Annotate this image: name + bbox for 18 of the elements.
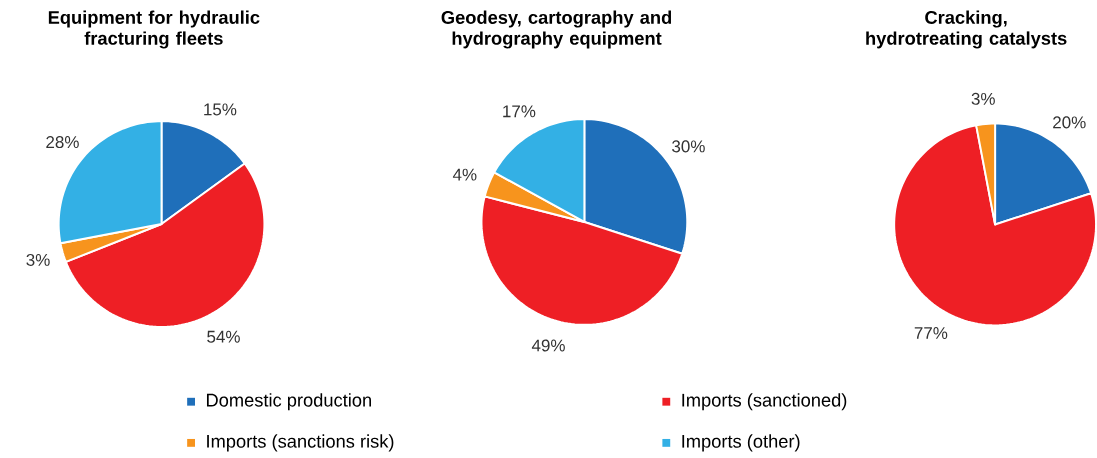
data-label: 4%: [452, 168, 477, 181]
data-label: 28%: [46, 136, 79, 149]
legend-label: Imports (sanctioned): [682, 393, 847, 411]
legend-label: Domestic production: [206, 393, 371, 411]
data-label: 20%: [1053, 116, 1086, 129]
legend-label: Imports (sanctions risk): [207, 434, 394, 452]
data-label: 17%: [503, 105, 536, 118]
slice-label: Equipment for hydraulic fracturing fleets: [48, 10, 260, 49]
slice-label: Cracking, hydrotreating catalysts: [866, 10, 1067, 49]
data-label: 3%: [26, 254, 50, 267]
legend-label: Imports (other): [682, 434, 800, 452]
data-label: 77%: [914, 327, 948, 340]
slice-label: Geodesy, cartography and hydrography equipment: [441, 10, 672, 49]
data-label: 54%: [207, 330, 240, 343]
data-label: 30%: [672, 140, 705, 153]
data-label: 15%: [204, 103, 237, 116]
data-label: 49%: [531, 339, 565, 352]
data-label: 3%: [971, 93, 995, 106]
